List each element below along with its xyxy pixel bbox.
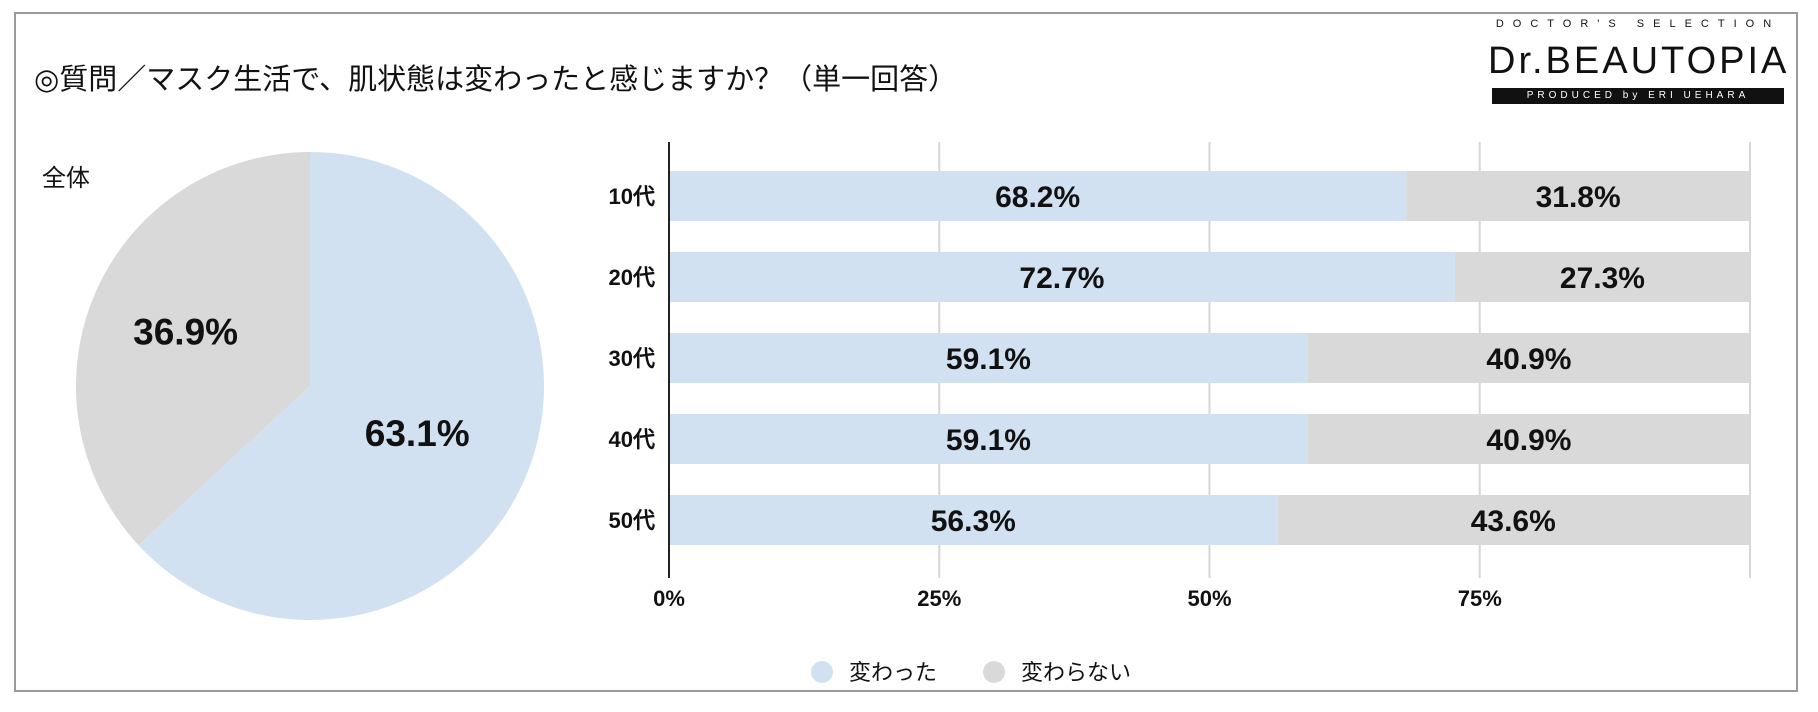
page-title: ◎質問／マスク生活で、肌状態は変わったと感じますか？（単一回答） <box>34 62 958 96</box>
x-tick-label: 75% <box>1458 586 1502 611</box>
bar-segment-unchanged <box>1454 252 1750 302</box>
bar-segment-changed <box>669 252 1455 302</box>
logo-tagline: DOCTOR'S SELECTION <box>1495 18 1781 30</box>
bar-data-label: 43.6% <box>1471 505 1556 538</box>
logo-brand: Dr.BEAUTOPIA <box>1488 40 1790 82</box>
bar-segment-changed <box>669 333 1308 383</box>
category-label: 40代 <box>609 427 655 452</box>
pie-group-label: 全体 <box>42 164 90 192</box>
bar-data-label: 59.1% <box>946 424 1031 457</box>
brand-logo: DOCTOR'S SELECTION Dr.BEAUTOPIA PRODUCED… <box>1488 18 1788 104</box>
pie-slice-unchanged <box>76 152 310 546</box>
bar-data-label: 40.9% <box>1486 424 1571 457</box>
bar-data-label: 68.2% <box>995 181 1080 214</box>
bar-data-label: 31.8% <box>1536 181 1621 214</box>
bar-data-label: 72.7% <box>1019 262 1104 295</box>
x-tick-label: 0% <box>653 586 685 611</box>
bar-segment-unchanged <box>1307 414 1750 464</box>
category-label: 50代 <box>609 508 655 533</box>
bar-data-label: 59.1% <box>946 343 1031 376</box>
legend-label: 変わった <box>849 660 937 685</box>
x-tick-label: 25% <box>917 586 961 611</box>
category-label: 20代 <box>609 265 655 290</box>
x-tick-label: 50% <box>1187 586 1231 611</box>
bar-segment-changed <box>669 495 1278 545</box>
bar-segment-changed <box>669 171 1407 221</box>
category-label: 10代 <box>609 184 655 209</box>
pie-slice-changed <box>138 152 544 620</box>
bar-segment-unchanged <box>1307 333 1750 383</box>
category-label: 30代 <box>609 346 655 371</box>
bar-segment-unchanged <box>1406 171 1750 221</box>
bar-data-label: 40.9% <box>1486 343 1571 376</box>
bar-segment-unchanged <box>1277 495 1749 545</box>
pie-slice-label: 63.1% <box>365 413 470 454</box>
legend-swatch <box>811 661 833 683</box>
bar-segment-changed <box>669 414 1308 464</box>
pie-slice-label: 36.9% <box>133 312 238 353</box>
logo-subtitle: PRODUCED by ERI UEHARA <box>1492 88 1784 104</box>
bar-data-label: 56.3% <box>931 505 1016 538</box>
legend-label: 変わらない <box>1021 660 1131 685</box>
legend-swatch <box>983 661 1005 683</box>
bar-data-label: 27.3% <box>1560 262 1645 295</box>
